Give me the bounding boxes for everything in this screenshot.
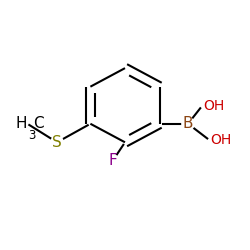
- Circle shape: [182, 118, 194, 130]
- Circle shape: [51, 136, 63, 148]
- Text: C: C: [34, 116, 44, 131]
- Text: F: F: [108, 153, 117, 168]
- Text: B: B: [183, 116, 193, 131]
- Circle shape: [106, 155, 119, 167]
- Text: H: H: [16, 116, 27, 131]
- Text: 3: 3: [28, 129, 35, 142]
- Text: OH: OH: [210, 133, 232, 147]
- Text: S: S: [52, 135, 62, 150]
- Text: OH: OH: [203, 100, 224, 114]
